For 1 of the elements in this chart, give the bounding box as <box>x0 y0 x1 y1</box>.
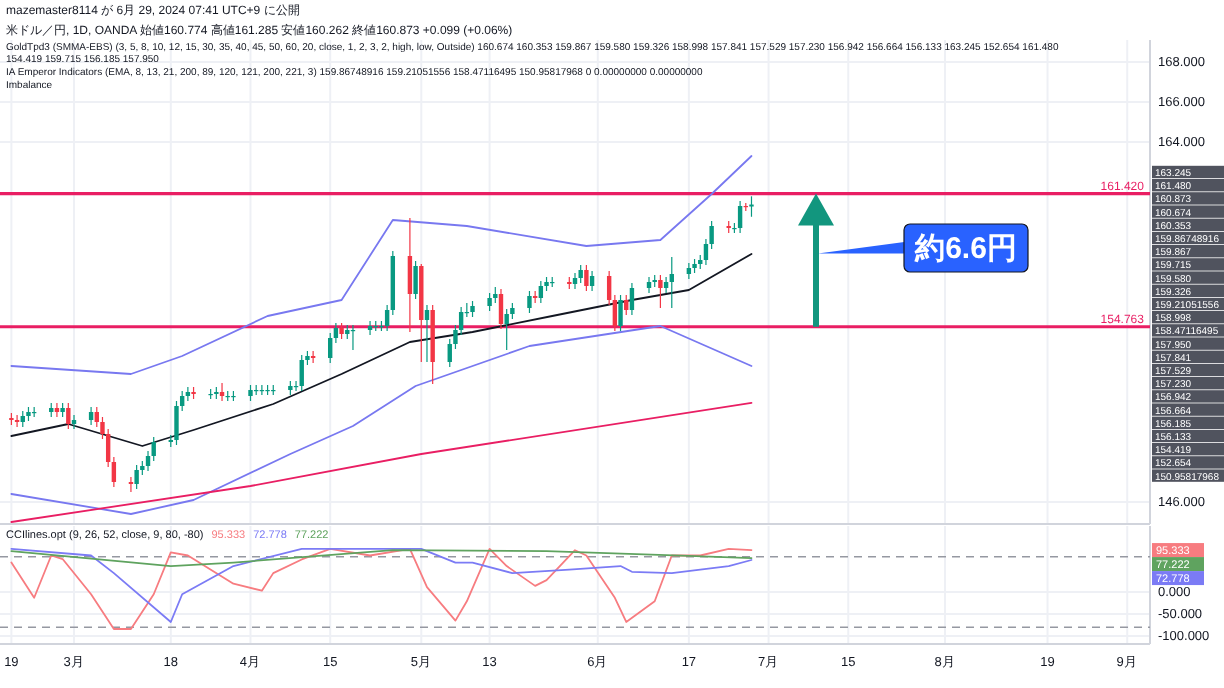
annotation: 約6.6円 <box>913 232 1017 266</box>
